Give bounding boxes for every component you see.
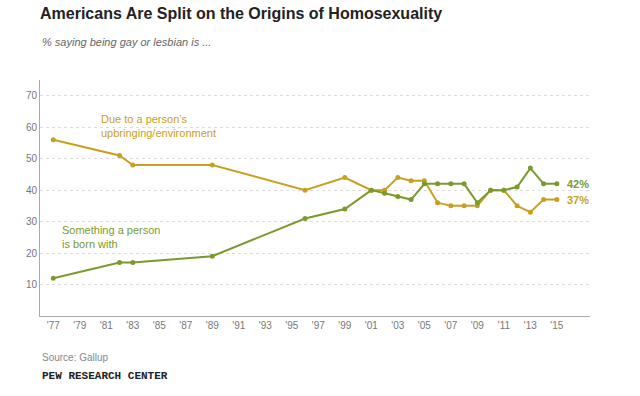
svg-text:60: 60 <box>26 122 38 133</box>
svg-text:Source: Gallup: Source: Gallup <box>42 352 109 363</box>
svg-text:'07: '07 <box>444 320 457 331</box>
svg-text:'89: '89 <box>206 320 219 331</box>
svg-text:'87: '87 <box>179 320 192 331</box>
svg-text:Americans Are Split on the Ori: Americans Are Split on the Origins of Ho… <box>40 5 442 22</box>
svg-text:PEW RESEARCH CENTER: PEW RESEARCH CENTER <box>42 370 168 382</box>
svg-text:'05: '05 <box>418 320 431 331</box>
svg-text:'81: '81 <box>100 320 113 331</box>
svg-text:'91: '91 <box>232 320 245 331</box>
svg-text:30: 30 <box>26 216 38 227</box>
svg-text:'95: '95 <box>285 320 298 331</box>
svg-text:'11: '11 <box>498 320 511 331</box>
svg-text:'15: '15 <box>550 320 563 331</box>
svg-text:70: 70 <box>26 90 38 101</box>
svg-text:42%: 42% <box>567 178 589 190</box>
svg-text:'99: '99 <box>338 320 351 331</box>
svg-text:'83: '83 <box>126 320 139 331</box>
svg-text:'77: '77 <box>47 320 60 331</box>
svg-text:% saying being gay or lesbian: % saying being gay or lesbian is ... <box>42 36 211 48</box>
svg-text:'01: '01 <box>365 320 378 331</box>
svg-text:20: 20 <box>26 248 38 259</box>
svg-text:Something a personis born with: Something a personis born with <box>62 224 160 250</box>
svg-text:'97: '97 <box>312 320 325 331</box>
svg-text:'85: '85 <box>153 320 166 331</box>
svg-text:37%: 37% <box>567 194 589 206</box>
svg-text:10: 10 <box>26 279 38 290</box>
svg-text:'03: '03 <box>391 320 404 331</box>
svg-text:40: 40 <box>26 185 38 196</box>
svg-text:'13: '13 <box>524 320 537 331</box>
svg-text:Due to a person’supbringing/en: Due to a person’supbringing/environment <box>101 113 216 139</box>
svg-text:'09: '09 <box>471 320 484 331</box>
svg-text:'79: '79 <box>73 320 86 331</box>
svg-text:50: 50 <box>26 153 38 164</box>
svg-text:'93: '93 <box>259 320 272 331</box>
